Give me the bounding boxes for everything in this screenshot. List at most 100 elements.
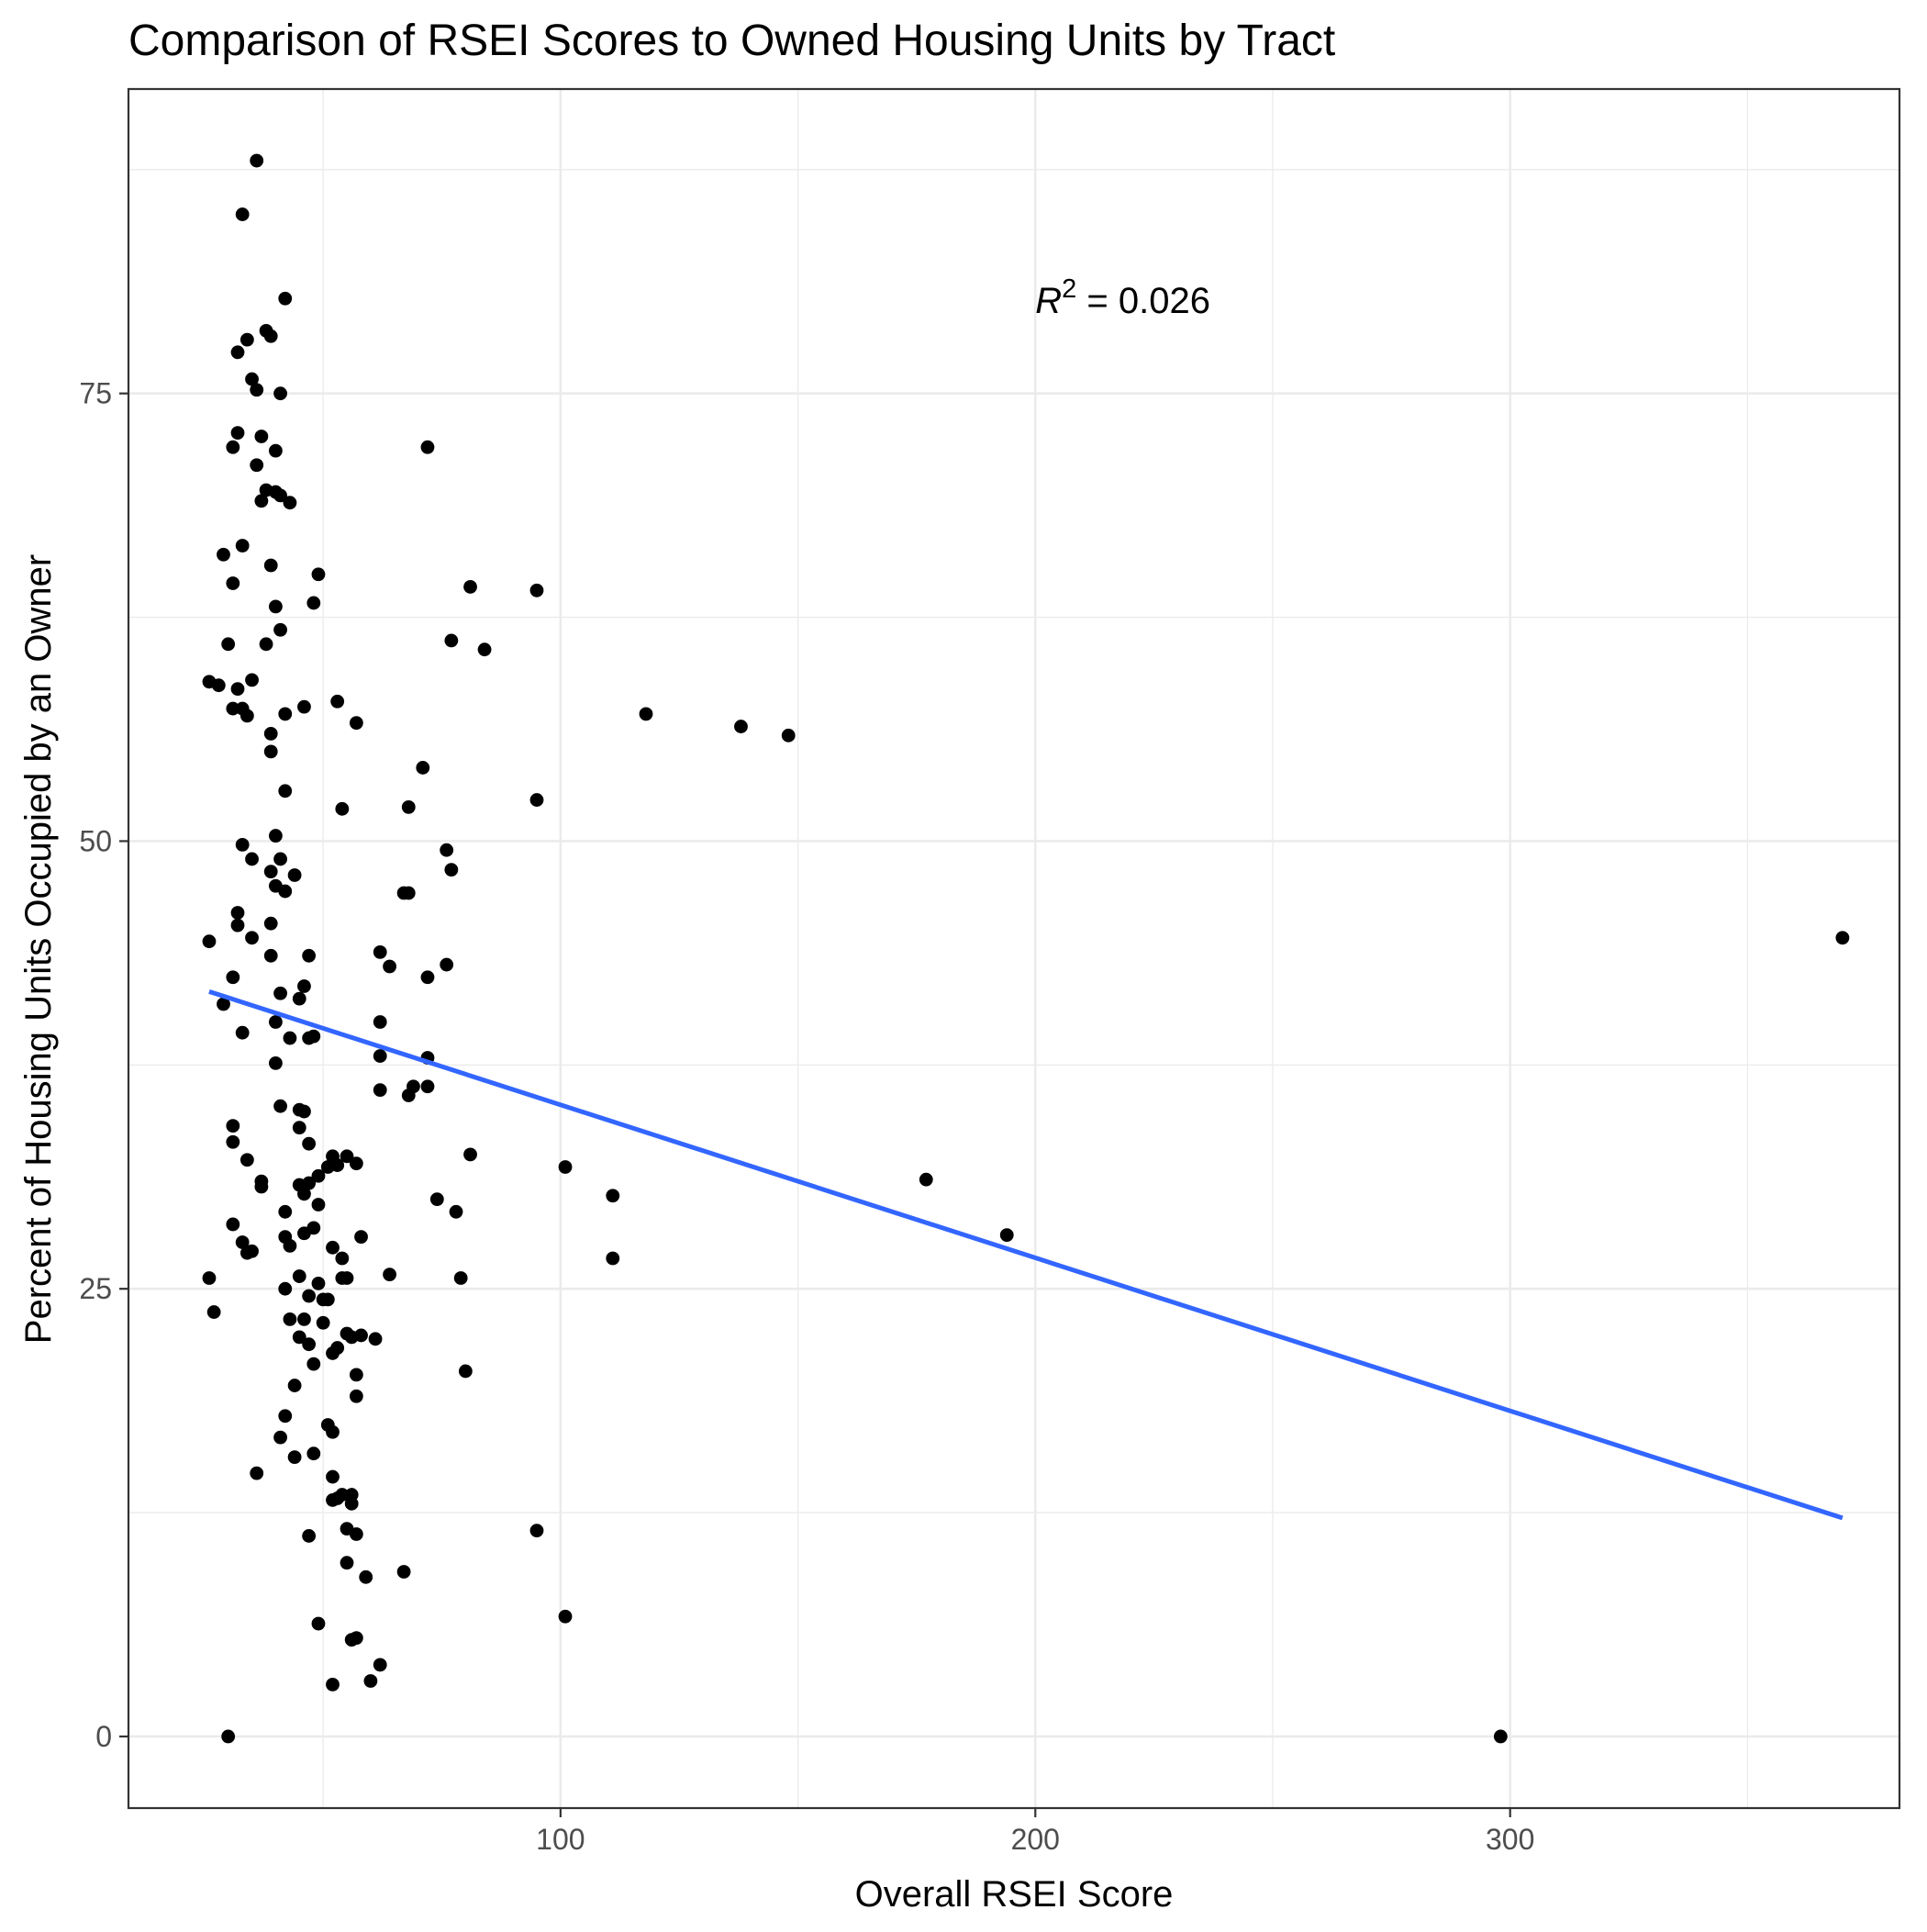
data-point — [226, 1217, 240, 1232]
data-point — [311, 567, 326, 582]
data-point — [335, 1251, 350, 1266]
data-point — [226, 1119, 240, 1134]
data-point — [349, 1156, 363, 1171]
data-point — [449, 1204, 463, 1219]
data-point — [254, 430, 269, 443]
data-point — [330, 694, 345, 709]
data-point — [221, 637, 236, 652]
data-point — [273, 488, 287, 503]
data-point — [306, 1029, 321, 1044]
data-point — [226, 440, 240, 454]
data-point — [302, 1337, 317, 1352]
data-point — [340, 1556, 354, 1570]
data-point — [226, 701, 240, 716]
data-point — [354, 1328, 368, 1343]
data-point — [401, 886, 416, 900]
data-point — [245, 372, 259, 386]
data-point — [245, 1244, 259, 1258]
data-point — [420, 1079, 435, 1094]
data-point — [278, 784, 293, 798]
data-point — [606, 1189, 620, 1203]
data-point — [206, 1305, 221, 1319]
y-axis: 0 25 50 75 — [79, 377, 128, 1753]
data-point — [245, 673, 259, 687]
data-point — [383, 1268, 396, 1281]
data-point — [453, 1271, 468, 1285]
data-point — [278, 1204, 293, 1219]
data-point — [230, 345, 245, 360]
data-point — [263, 329, 278, 343]
data-point — [326, 1469, 340, 1484]
data-point — [297, 1104, 311, 1119]
data-point — [269, 599, 283, 614]
data-point — [278, 291, 293, 306]
data-point — [269, 1015, 283, 1029]
data-point — [211, 678, 226, 693]
x-axis: 100 200 300 — [536, 1808, 1534, 1856]
data-point — [273, 1099, 287, 1113]
chart-title: Comparison of RSEI Scores to Owned Housi… — [128, 17, 1335, 65]
data-point — [263, 865, 278, 879]
data-point — [463, 1147, 477, 1162]
data-point — [401, 1089, 416, 1102]
data-point — [326, 1424, 340, 1439]
data-point — [254, 494, 269, 508]
data-point — [529, 583, 544, 597]
data-point — [297, 1226, 311, 1241]
data-point — [999, 1228, 1014, 1243]
data-point — [330, 1158, 345, 1172]
data-point — [444, 863, 459, 877]
data-point — [250, 1466, 264, 1480]
data-point — [302, 1529, 317, 1543]
data-point — [202, 1271, 217, 1285]
data-point — [297, 1312, 311, 1326]
data-point — [217, 547, 230, 562]
data-point — [273, 1430, 287, 1445]
data-point — [278, 1281, 293, 1296]
data-point — [235, 207, 250, 221]
data-point — [349, 1389, 363, 1403]
regression-line — [208, 988, 1843, 1521]
data-point — [363, 1674, 378, 1688]
data-point — [263, 726, 278, 741]
data-point — [368, 1332, 383, 1346]
data-point — [344, 1496, 359, 1511]
data-point — [292, 991, 306, 1006]
data-point — [283, 1031, 297, 1045]
data-point — [278, 707, 293, 721]
data-point — [349, 1631, 363, 1646]
data-point — [373, 1015, 387, 1029]
data-point — [250, 383, 264, 397]
data-point — [349, 716, 363, 731]
data-point — [463, 579, 477, 594]
data-point — [359, 1569, 373, 1584]
data-point — [311, 1168, 326, 1183]
data-point — [202, 934, 217, 949]
data-point — [269, 1055, 283, 1070]
data-point — [230, 426, 245, 440]
data-point — [297, 1187, 311, 1201]
data-point — [306, 1357, 321, 1371]
data-point — [287, 868, 302, 882]
data-point — [302, 1289, 317, 1303]
data-points — [202, 153, 1850, 1744]
data-point — [239, 332, 254, 347]
data-point — [311, 1616, 326, 1631]
data-point — [302, 1176, 317, 1190]
data-point — [919, 1172, 933, 1187]
data-point — [263, 916, 278, 931]
regression-layer — [208, 988, 1843, 1521]
data-point — [235, 539, 250, 553]
data-point — [292, 1121, 306, 1135]
r-squared-annotation: R2 = 0.026 — [1035, 274, 1210, 321]
data-point — [263, 948, 278, 963]
data-point — [263, 744, 278, 759]
y-tick-label: 75 — [79, 377, 112, 410]
data-point — [239, 1153, 254, 1167]
data-point — [283, 1312, 297, 1326]
data-point — [429, 1192, 444, 1207]
data-point — [373, 1049, 387, 1063]
data-point — [326, 1493, 340, 1507]
